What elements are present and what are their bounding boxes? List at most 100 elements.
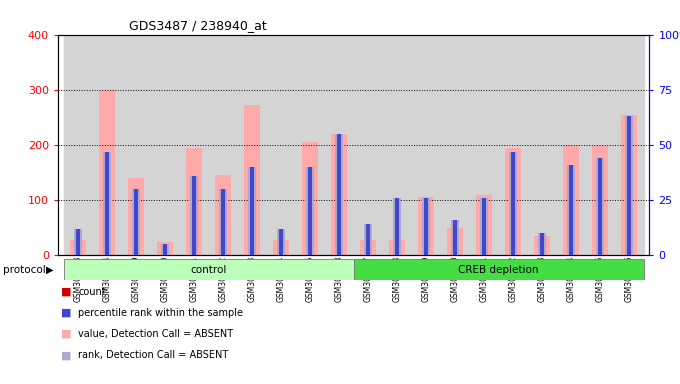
Bar <box>105 239 109 255</box>
Bar <box>209 35 237 255</box>
Bar <box>302 142 318 255</box>
Bar <box>470 35 498 255</box>
Bar <box>190 176 199 255</box>
Bar <box>279 240 283 255</box>
Bar <box>163 245 167 255</box>
Bar <box>569 236 573 255</box>
Bar <box>383 35 411 255</box>
Bar <box>538 233 547 255</box>
Bar <box>192 239 196 255</box>
Bar <box>615 35 643 255</box>
Bar <box>528 35 557 255</box>
Bar <box>628 116 631 255</box>
Bar <box>186 148 202 255</box>
Bar <box>180 35 209 255</box>
Bar <box>441 35 470 255</box>
Bar <box>132 189 141 255</box>
Bar <box>308 167 312 255</box>
Bar <box>621 114 637 255</box>
Bar <box>335 134 343 255</box>
Bar <box>99 90 115 255</box>
Bar <box>628 233 631 255</box>
Text: ■: ■ <box>61 329 71 339</box>
Bar <box>598 158 602 255</box>
Bar <box>222 239 225 255</box>
Bar <box>163 244 167 255</box>
Text: count: count <box>78 287 106 297</box>
Bar <box>73 229 82 255</box>
Bar <box>511 152 515 255</box>
Bar <box>411 35 441 255</box>
Bar <box>215 175 231 255</box>
Bar <box>122 35 150 255</box>
Bar <box>418 197 434 255</box>
Bar <box>354 259 643 280</box>
Bar <box>541 233 544 255</box>
Bar <box>64 35 92 255</box>
Bar <box>337 134 341 255</box>
Bar <box>277 229 286 255</box>
Bar <box>222 189 225 255</box>
Bar <box>296 35 324 255</box>
Bar <box>447 228 463 255</box>
Bar <box>479 198 488 255</box>
Text: rank, Detection Call = ABSENT: rank, Detection Call = ABSENT <box>78 350 228 360</box>
Bar <box>451 220 460 255</box>
Bar <box>337 236 341 255</box>
Bar <box>64 259 354 280</box>
Bar <box>598 236 602 255</box>
Bar <box>135 250 138 255</box>
Bar <box>625 116 634 255</box>
Bar <box>454 220 457 255</box>
Text: control: control <box>190 265 227 275</box>
Bar <box>354 35 383 255</box>
Bar <box>92 35 122 255</box>
Bar <box>150 35 180 255</box>
Bar <box>219 189 228 255</box>
Bar <box>454 250 457 255</box>
Text: protocol: protocol <box>3 265 46 275</box>
Bar <box>157 242 173 255</box>
Text: CREB depletion: CREB depletion <box>458 265 539 275</box>
Bar <box>70 240 86 255</box>
Text: ▶: ▶ <box>46 265 54 275</box>
Bar <box>244 105 260 255</box>
Bar <box>128 178 144 255</box>
Bar <box>367 224 370 255</box>
Bar <box>534 236 550 255</box>
Text: ■: ■ <box>61 350 71 360</box>
Bar <box>563 145 579 255</box>
Bar <box>541 249 544 255</box>
Bar <box>367 250 370 255</box>
Bar <box>103 152 112 255</box>
Bar <box>566 165 575 255</box>
Bar <box>279 229 283 255</box>
Bar <box>250 167 254 255</box>
Bar <box>393 198 401 255</box>
Text: ■: ■ <box>61 287 71 297</box>
Bar <box>585 35 615 255</box>
Bar <box>192 176 196 255</box>
Bar <box>592 145 608 255</box>
Text: percentile rank within the sample: percentile rank within the sample <box>78 308 243 318</box>
Bar <box>569 165 573 255</box>
Bar <box>308 236 312 255</box>
Text: ■: ■ <box>61 308 71 318</box>
Bar <box>424 247 428 255</box>
Text: GDS3487 / 238940_at: GDS3487 / 238940_at <box>129 19 267 32</box>
Bar <box>482 242 486 255</box>
Bar <box>306 167 314 255</box>
Bar <box>267 35 296 255</box>
Bar <box>360 240 376 255</box>
Bar <box>395 198 399 255</box>
Bar <box>331 134 347 255</box>
Bar <box>160 244 169 255</box>
Bar <box>509 152 517 255</box>
Bar <box>511 233 515 255</box>
Text: value, Detection Call = ABSENT: value, Detection Call = ABSENT <box>78 329 233 339</box>
Bar <box>498 35 528 255</box>
Bar <box>105 152 109 255</box>
Bar <box>596 158 605 255</box>
Bar <box>135 189 138 255</box>
Bar <box>505 148 521 255</box>
